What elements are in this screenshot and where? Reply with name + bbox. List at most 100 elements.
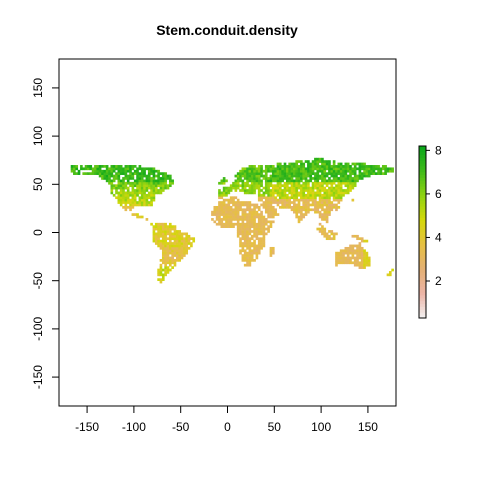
raster-cell [337,162,341,166]
raster-cell [269,198,273,202]
raster-cell [110,191,114,195]
raster-cell [133,196,137,200]
raster-cell [168,222,172,226]
raster-cell [377,167,380,171]
legend-swatch [419,252,426,256]
raster-cell [152,174,156,178]
legend-swatch [419,240,426,244]
raster-cell [225,203,228,207]
raster-cell [168,179,172,183]
raster-cell [293,198,296,202]
raster-cell [122,169,125,173]
raster-cell [290,184,294,188]
raster-cell [290,205,294,209]
raster-cell [225,220,228,224]
raster-cell [122,201,125,204]
raster-cell [271,205,275,209]
raster-cell [73,169,76,173]
raster-cell [131,205,135,209]
raster-cell [143,203,146,207]
raster-cell [185,237,189,241]
raster-cell [115,186,118,190]
raster-cell [302,165,306,168]
raster-cell [115,184,118,188]
raster-cell [220,213,224,216]
raster-cell [307,208,310,212]
raster-cell [332,186,336,190]
raster-cell [325,208,329,212]
raster-cell [138,181,142,185]
raster-cell [337,261,341,265]
raster-cell [302,162,306,166]
raster-cell [166,227,170,231]
raster-cell [293,169,296,173]
raster-cell [180,244,184,248]
raster-cell [300,177,303,180]
raster-cell [126,174,130,178]
raster-cell [386,273,390,277]
raster-cell [330,189,334,192]
raster-cell [297,160,301,163]
raster-cell [302,181,306,185]
raster-cell [260,213,263,216]
raster-cell [154,234,158,238]
raster-cell [264,205,268,209]
raster-cell [339,261,343,265]
raster-cell [126,191,130,195]
raster-cell [250,215,254,219]
raster-cell [234,213,238,216]
raster-cell [304,213,308,216]
raster-cell [122,184,125,188]
raster-cell [356,174,359,178]
raster-cell [365,174,369,178]
raster-cell [356,167,359,171]
raster-cell [278,165,282,168]
raster-cell [77,172,81,175]
raster-cell [286,201,289,204]
raster-cell [262,203,266,207]
raster-cell [248,246,252,250]
raster-cell [250,213,254,216]
raster-cell [248,249,252,253]
raster-cell [150,201,153,204]
raster-cell [183,246,186,250]
raster-cell [140,201,144,204]
raster-cell [328,191,331,195]
raster-cell [276,186,280,190]
raster-cell [154,232,158,236]
raster-cell [260,167,263,171]
raster-cell [365,169,369,173]
raster-cell [243,191,247,195]
raster-cell [239,244,242,248]
raster-cell [129,193,132,197]
raster-cell [112,177,116,180]
raster-cells [70,157,394,284]
raster-cell [157,230,160,233]
raster-cell [300,196,303,200]
raster-cell [325,234,329,238]
raster-cell [178,251,181,255]
legend-swatch [419,280,426,284]
raster-cell [227,215,231,219]
raster-cell [248,244,252,248]
raster-cell [173,261,177,265]
raster-cell [183,244,186,248]
raster-cell [314,186,317,190]
legend-swatch [419,166,426,170]
raster-cell [267,205,270,209]
raster-cell [227,198,231,202]
raster-cell [328,169,331,173]
raster-cell [330,205,334,209]
raster-cell [253,215,256,219]
raster-cell [234,174,238,178]
raster-cell [372,165,376,168]
raster-cell [166,242,170,245]
raster-cell [143,198,146,202]
x-tick-label: -150 [75,420,99,434]
raster-cell [344,189,348,192]
raster-cell [211,218,214,221]
raster-cell [295,165,299,168]
raster-cell [295,196,299,200]
raster-cell [129,184,132,188]
raster-cell [257,251,261,255]
